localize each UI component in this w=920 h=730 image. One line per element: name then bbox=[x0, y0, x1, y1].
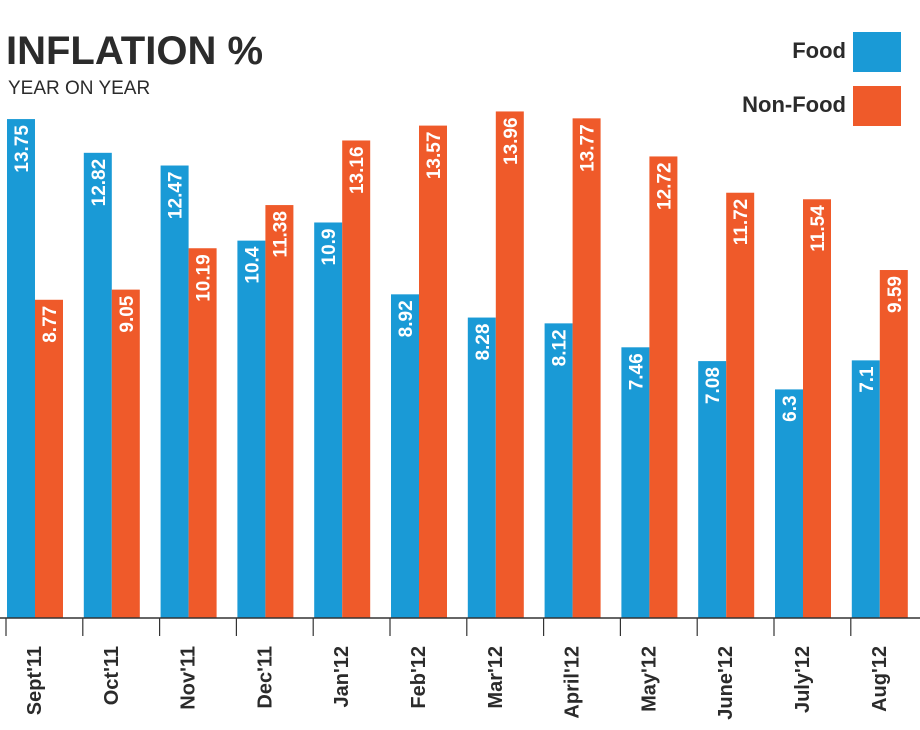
data-label-non-food: 10.19 bbox=[194, 254, 215, 302]
bar-food bbox=[7, 119, 35, 619]
chart-subtitle: YEAR ON YEAR bbox=[8, 78, 150, 99]
x-tick-label: Oct'11 bbox=[101, 646, 123, 705]
x-tick-label: Jan'12 bbox=[331, 646, 353, 707]
legend-swatch-non-food bbox=[853, 86, 901, 126]
bar-food bbox=[698, 361, 727, 618]
bar-group: 13.75 8.77 12.82 9.05 12.47 10.19 10.4 11.38 10.… bbox=[7, 111, 908, 619]
x-tick-label: Sept'11 bbox=[24, 646, 46, 715]
bar-non-food bbox=[188, 248, 217, 618]
x-axis-tick-labels: Sept'11 Oct'11 Nov'11 Dec'11 Jan'12 Feb'12 Mar… bbox=[24, 646, 891, 720]
bar-non-food bbox=[419, 125, 447, 619]
bar-food bbox=[621, 347, 650, 618]
x-tick-label: Nov'11 bbox=[178, 646, 200, 710]
data-label-food: 10.4 bbox=[242, 246, 263, 283]
data-label-non-food: 11.38 bbox=[270, 211, 291, 258]
data-label-food: 7.08 bbox=[703, 367, 724, 404]
bar-non-food bbox=[726, 192, 755, 618]
x-tick-label: Dec'11 bbox=[254, 646, 276, 709]
data-label-non-food: 8.77 bbox=[40, 306, 61, 343]
data-label-non-food: 12.72 bbox=[654, 162, 675, 210]
x-tick-label: July'12 bbox=[792, 646, 814, 713]
legend-label-food: Food bbox=[792, 38, 846, 63]
bar-non-food bbox=[572, 118, 601, 619]
data-label-food: 12.47 bbox=[166, 172, 187, 220]
data-label-non-food: 11.72 bbox=[731, 199, 752, 246]
data-label-food: 7.1 bbox=[857, 366, 878, 393]
x-tick-label: Mar'12 bbox=[485, 646, 507, 709]
x-axis-ticks bbox=[5, 618, 852, 636]
bar-food bbox=[851, 360, 880, 618]
data-label-non-food: 13.57 bbox=[424, 132, 445, 180]
data-label-food: 7.46 bbox=[626, 353, 647, 390]
x-tick-label: May'12 bbox=[638, 646, 660, 712]
x-tick-label: Aug'12 bbox=[869, 646, 891, 712]
data-label-non-food: 13.16 bbox=[347, 146, 368, 194]
bar-non-food bbox=[495, 111, 524, 619]
bar-food bbox=[775, 389, 803, 618]
bar-food bbox=[544, 323, 573, 618]
bar-non-food bbox=[35, 299, 63, 618]
data-label-non-food: 13.96 bbox=[501, 117, 522, 165]
bar-food bbox=[391, 294, 419, 618]
data-label-food: 8.92 bbox=[396, 300, 417, 337]
legend: Food Non-Food bbox=[742, 32, 901, 126]
data-label-non-food: 9.59 bbox=[885, 276, 906, 313]
x-tick-label: Feb'12 bbox=[408, 646, 430, 709]
bar-food bbox=[83, 152, 112, 618]
legend-swatch-food bbox=[853, 32, 901, 72]
data-label-non-food: 11.54 bbox=[808, 205, 829, 252]
bar-non-food bbox=[342, 140, 371, 619]
data-label-food: 8.12 bbox=[550, 329, 571, 366]
bar-food bbox=[237, 240, 266, 618]
data-label-food: 6.3 bbox=[780, 395, 801, 421]
bar-non-food bbox=[265, 205, 294, 618]
chart-title: INFLATION % bbox=[6, 29, 263, 73]
x-tick-label: June'12 bbox=[715, 646, 737, 720]
data-label-food: 10.9 bbox=[319, 228, 340, 265]
bar-non-food bbox=[111, 289, 140, 618]
data-label-non-food: 13.77 bbox=[578, 124, 599, 172]
x-tick-label: April'12 bbox=[562, 646, 584, 719]
bar-food bbox=[160, 165, 189, 618]
bar-food bbox=[467, 317, 496, 618]
legend-label-non-food: Non-Food bbox=[742, 92, 846, 117]
data-label-food: 12.82 bbox=[89, 159, 110, 207]
data-label-non-food: 9.05 bbox=[117, 295, 138, 332]
bar-food bbox=[314, 222, 343, 618]
bar-non-food bbox=[649, 156, 678, 618]
data-label-food: 8.28 bbox=[473, 324, 494, 361]
data-label-food: 13.75 bbox=[12, 125, 33, 173]
bar-non-food bbox=[879, 270, 908, 618]
bar-non-food bbox=[803, 199, 831, 618]
